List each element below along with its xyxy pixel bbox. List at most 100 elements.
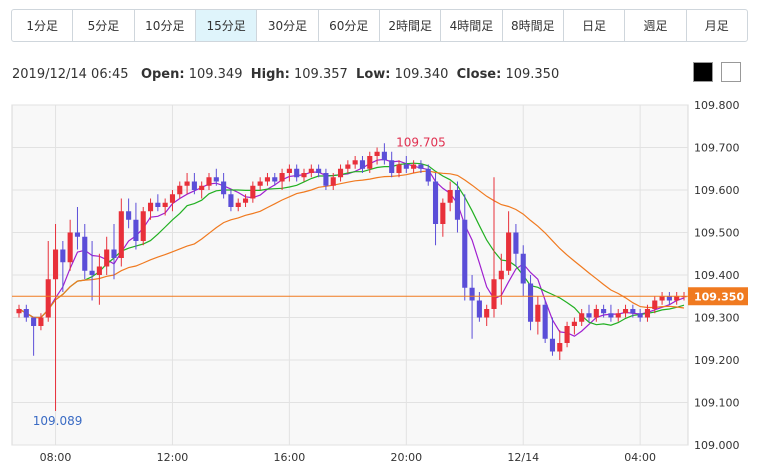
candle-body	[301, 173, 307, 178]
candle-body	[74, 232, 81, 237]
timeframe-button[interactable]: 8時間足	[503, 10, 564, 41]
candle-body	[564, 326, 570, 343]
candle-body	[542, 304, 548, 339]
ohlc-low-value: 109.340	[394, 67, 449, 82]
candle-body	[666, 296, 672, 301]
timeframe-button[interactable]: 週足	[625, 10, 687, 41]
ohlc-low-label: Low:	[356, 67, 391, 82]
candle-body	[126, 211, 132, 220]
candle-body	[199, 185, 205, 190]
candle-body	[601, 309, 607, 314]
timeframe-button[interactable]: 30分足	[257, 10, 319, 41]
light-theme-button[interactable]	[721, 62, 741, 82]
candle-body	[191, 181, 197, 190]
candle-body	[345, 164, 351, 169]
candle-body	[608, 313, 614, 318]
timeframe-button[interactable]: 15分足	[195, 10, 258, 41]
dark-theme-button[interactable]	[693, 62, 713, 82]
candle-body	[520, 253, 526, 284]
x-tick-label: 12:00	[157, 451, 189, 464]
candle-body	[67, 232, 73, 263]
candle-body	[45, 279, 51, 318]
candle-body	[147, 202, 154, 212]
candle-body	[484, 309, 490, 318]
ma-long-line	[18, 170, 685, 319]
candle-body	[337, 168, 344, 178]
candle-body	[622, 309, 629, 314]
x-tick-label: 20:00	[390, 451, 422, 464]
timeframe-button[interactable]: 4時間足	[441, 10, 503, 41]
candle-body	[352, 160, 358, 165]
candle-body	[177, 185, 183, 195]
candle-body	[571, 321, 577, 326]
candle-body	[498, 270, 504, 280]
timeframe-button[interactable]: 月足	[704, 19, 729, 33]
y-tick-label: 109.000	[694, 439, 740, 452]
timeframe-button[interactable]: 10分足	[135, 10, 196, 41]
low-annotation: 109.089	[33, 414, 83, 428]
ohlc-readout: 2019/12/14 06:45 Open: 109.349 High: 109…	[12, 67, 559, 82]
candle-body	[23, 309, 29, 318]
candle-body	[118, 211, 124, 258]
candle-body	[454, 190, 461, 220]
candle-body	[630, 309, 636, 314]
candle-body	[162, 202, 168, 207]
candle-body	[527, 283, 534, 322]
timeframe-button[interactable]: 日足	[564, 10, 626, 41]
candle-body	[637, 313, 643, 318]
candle-body	[644, 309, 651, 318]
timeframe-button[interactable]: 5分足	[73, 10, 135, 41]
x-tick-label: 04:00	[624, 451, 656, 464]
candle-body	[579, 313, 585, 322]
x-tick-label: 12/14	[507, 451, 539, 464]
candle-body	[403, 164, 409, 169]
high-annotation: 109.705	[396, 135, 446, 149]
candle-body	[221, 181, 227, 195]
candle-body	[206, 177, 212, 186]
candle-body	[286, 168, 292, 173]
candle-body	[557, 343, 563, 352]
candle-body	[359, 160, 366, 169]
candle-body	[659, 296, 665, 301]
candle-body	[615, 313, 621, 318]
timeframe-button[interactable]: 60分足	[319, 10, 380, 41]
ohlc-high-label: High:	[250, 67, 290, 82]
candle-body	[440, 202, 446, 224]
candle-body	[82, 236, 88, 271]
candle-body	[308, 168, 314, 173]
candle-body	[367, 156, 373, 169]
candle-body	[257, 181, 263, 186]
candle-body	[396, 164, 402, 173]
ohlc-high-value: 109.357	[294, 67, 348, 82]
candle-body	[586, 313, 592, 318]
y-tick-label: 109.300	[694, 312, 740, 325]
ohlc-close-value: 109.350	[505, 67, 560, 82]
candle-body	[425, 168, 431, 182]
candle-body	[111, 249, 117, 258]
candle-body	[213, 177, 219, 182]
ohlc-close-label: Close:	[456, 67, 502, 82]
candle-body	[104, 249, 110, 267]
y-tick-label: 109.200	[694, 354, 740, 367]
candle-body	[513, 232, 519, 254]
candle-body	[447, 190, 453, 203]
x-tick-label: 08:00	[40, 451, 72, 464]
ohlc-open-label: Open:	[140, 67, 185, 82]
timeframe-button[interactable]: 2時間足	[380, 10, 442, 41]
candle-body	[506, 232, 512, 271]
candle-body	[96, 266, 102, 275]
candle-body	[462, 219, 468, 288]
candle-body	[250, 185, 256, 199]
candle-body	[469, 287, 475, 301]
timeframe-button[interactable]: 1分足	[12, 10, 74, 41]
y-tick-label: 109.100	[694, 397, 740, 410]
candle-body	[411, 164, 417, 169]
candle-body	[323, 173, 329, 186]
candle-body	[381, 151, 387, 161]
candle-body	[31, 317, 37, 326]
candle-body	[38, 317, 44, 326]
y-tick-label: 109.600	[694, 184, 740, 197]
candle-body	[330, 177, 336, 186]
current-price-label: 109.350	[694, 290, 744, 303]
